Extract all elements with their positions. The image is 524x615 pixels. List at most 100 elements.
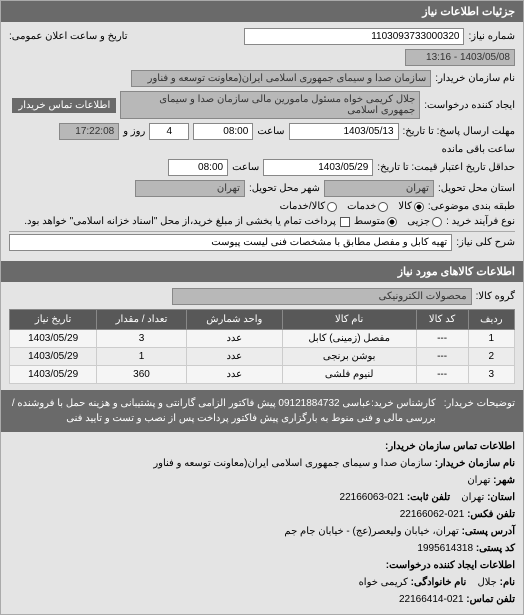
field-goods-group: محصولات الکترونیکی [172, 288, 472, 305]
table-cell: 1 [97, 348, 187, 366]
radio-empty-icon [327, 202, 337, 212]
details-content: شماره نیاز: 1103093733000320 تاریخ و ساع… [1, 22, 523, 261]
label-saat-1: ساعت [257, 126, 284, 137]
label-remaining: ساعت باقی مانده [442, 144, 515, 155]
items-table: ردیفکد کالانام کالاواحد شمارشتعداد / مقد… [9, 309, 515, 384]
table-cell: مفصل (زمینی) کابل [282, 330, 416, 348]
details-panel: جزئیات اطلاعات نیاز شماره نیاز: 11030937… [0, 0, 524, 615]
label-goods-group: گروه کالا: [476, 291, 515, 302]
label-buyer-org: نام سازمان خریدار: [435, 73, 515, 84]
field-requester: جلال کریمی خواه مسئول مامورین مالی سازما… [120, 91, 420, 119]
label-valid-until: حداقل تاریخ اعتبار قیمت: تا تاریخ: [377, 162, 515, 173]
buyer-contact-button[interactable]: اطلاعات تماس خریدار [12, 98, 116, 113]
label-city: شهر محل تحویل: [249, 183, 320, 194]
table-cell: 3 [97, 330, 187, 348]
label-process-note: پرداخت تمام یا بخشی از مبلغ خرید،از محل … [24, 216, 336, 227]
table-cell: 3 [468, 366, 514, 384]
table-cell: عدد [186, 330, 282, 348]
label-province: استان محل تحویل: [438, 183, 515, 194]
label-c-family: نام خانوادگی: [411, 577, 467, 588]
field-province: تهران [324, 180, 434, 197]
label-c-contact-phone: تلفن تماس: [466, 594, 515, 605]
table-row: 3---لنیوم فلشیعدد3601403/05/29 [10, 366, 515, 384]
table-header-cell: تعداد / مقدار [97, 310, 187, 330]
label-c-city: شهر: [493, 475, 515, 486]
radio-kala-khadamat[interactable]: کالا/خدمات [280, 201, 338, 212]
val-c-contact-phone: 021-22166414 [399, 594, 464, 605]
radio-empty-icon [378, 202, 388, 212]
table-cell: 2 [468, 348, 514, 366]
table-header-row: ردیفکد کالانام کالاواحد شمارشتعداد / مقد… [10, 310, 515, 330]
table-cell: 1403/05/29 [10, 330, 97, 348]
contact-requester-header: اطلاعات ایجاد کننده درخواست: [386, 560, 515, 571]
radio-motavasset[interactable]: متوسط [354, 216, 397, 227]
radio-khadamat[interactable]: خدمات [347, 201, 388, 212]
radio-group-process: جزیی متوسط [354, 216, 442, 227]
label-reply-deadline: مهلت ارسال پاسخ: تا تاریخ: [403, 126, 515, 137]
label-c-name: نام: [500, 577, 515, 588]
section-header-items: اطلاعات کالاهای مورد نیاز [1, 261, 523, 282]
table-cell: عدد [186, 366, 282, 384]
label-purchase-desc: توضیحات خریدار: [444, 396, 515, 426]
label-rooz: روز و [123, 126, 145, 137]
radio-jozei[interactable]: جزیی [407, 216, 442, 227]
table-header-cell: تاریخ نیاز [10, 310, 97, 330]
field-city: تهران [135, 180, 245, 197]
field-need-title: تهیه کابل و مفصل مطابق با مشخصات فنی لیس… [9, 234, 452, 251]
field-req-number: 1103093733000320 [244, 28, 464, 45]
separator [9, 231, 515, 232]
contact-header: اطلاعات تماس سازمان خریدار: [385, 441, 515, 452]
val-c-address: تهران، خیابان ولیعصر(عج) - خیابان جام جم [284, 526, 458, 537]
table-cell: 360 [97, 366, 187, 384]
table-row: 1---مفصل (زمینی) کابلعدد31403/05/29 [10, 330, 515, 348]
table-header-cell: نام کالا [282, 310, 416, 330]
purchase-description-box: توضیحات خریدار: کارشناس خرید:عباسی 09121… [1, 390, 523, 432]
table-row: 2---بوشن برنجیعدد11403/05/29 [10, 348, 515, 366]
table-header-cell: واحد شمارش [186, 310, 282, 330]
radio-kala[interactable]: کالا [398, 201, 424, 212]
table-header-cell: کد کالا [416, 310, 468, 330]
field-valid-date: 1403/05/29 [263, 159, 373, 176]
val-c-org: سازمان صدا و سیمای جمهوری اسلامی ایران(م… [153, 458, 432, 469]
label-packaging: طبقه بندی موضوعی: [428, 201, 515, 212]
table-cell: 1403/05/29 [10, 366, 97, 384]
radio-dot-icon [414, 202, 424, 212]
label-need-title: شرح کلی نیاز: [456, 237, 515, 248]
radio-dot-icon [387, 217, 397, 227]
label-process-type: نوع فرآیند خرید : [446, 216, 515, 227]
val-c-fax: 021-22166062 [400, 509, 465, 520]
label-c-postal: کد پستی: [476, 543, 515, 554]
val-c-postal: 1995614318 [417, 543, 473, 554]
section-header-details: جزئیات اطلاعات نیاز [1, 1, 523, 22]
table-cell: --- [416, 330, 468, 348]
field-announce: 1403/05/08 - 13:16 [405, 49, 515, 66]
table-cell: --- [416, 366, 468, 384]
field-valid-time: 08:00 [168, 159, 228, 176]
field-buyer-org: سازمان صدا و سیمای جمهوری اسلامی ایران(م… [131, 70, 431, 87]
table-cell: 1403/05/29 [10, 348, 97, 366]
field-remain-time: 17:22:08 [59, 123, 119, 140]
contact-block: اطلاعات تماس سازمان خریدار: نام سازمان خ… [1, 432, 523, 614]
label-req-number: شماره نیاز: [468, 31, 515, 42]
table-cell: 1 [468, 330, 514, 348]
table-cell: --- [416, 348, 468, 366]
label-c-fax: تلفن فکس: [467, 509, 515, 520]
val-c-province: تهران [461, 492, 484, 503]
text-purchase-desc: کارشناس خرید:عباسی 09121884732 پیش فاکتو… [9, 396, 436, 426]
table-cell: بوشن برنجی [282, 348, 416, 366]
table-cell: لنیوم فلشی [282, 366, 416, 384]
radio-group-type: کالا خدمات کالا/خدمات [280, 201, 424, 212]
val-c-name: جلال [477, 577, 496, 588]
label-requester: ایجاد کننده درخواست: [424, 100, 515, 111]
val-c-family: کریمی خواه [359, 577, 408, 588]
label-saat-2: ساعت [232, 162, 259, 173]
field-reply-date: 1403/05/13 [289, 123, 399, 140]
label-c-phone: تلفن ثابت: [407, 492, 450, 503]
label-c-address: آدرس پستی: [462, 526, 515, 537]
table-body: 1---مفصل (زمینی) کابلعدد31403/05/292---ب… [10, 330, 515, 384]
label-announce: تاریخ و ساعت اعلان عمومی: [9, 31, 128, 42]
val-c-phone: 021-22166063 [340, 492, 405, 503]
label-c-org: نام سازمان خریدار: [435, 458, 515, 469]
radio-empty-icon [432, 217, 442, 227]
checkbox-treasury[interactable] [340, 217, 350, 227]
